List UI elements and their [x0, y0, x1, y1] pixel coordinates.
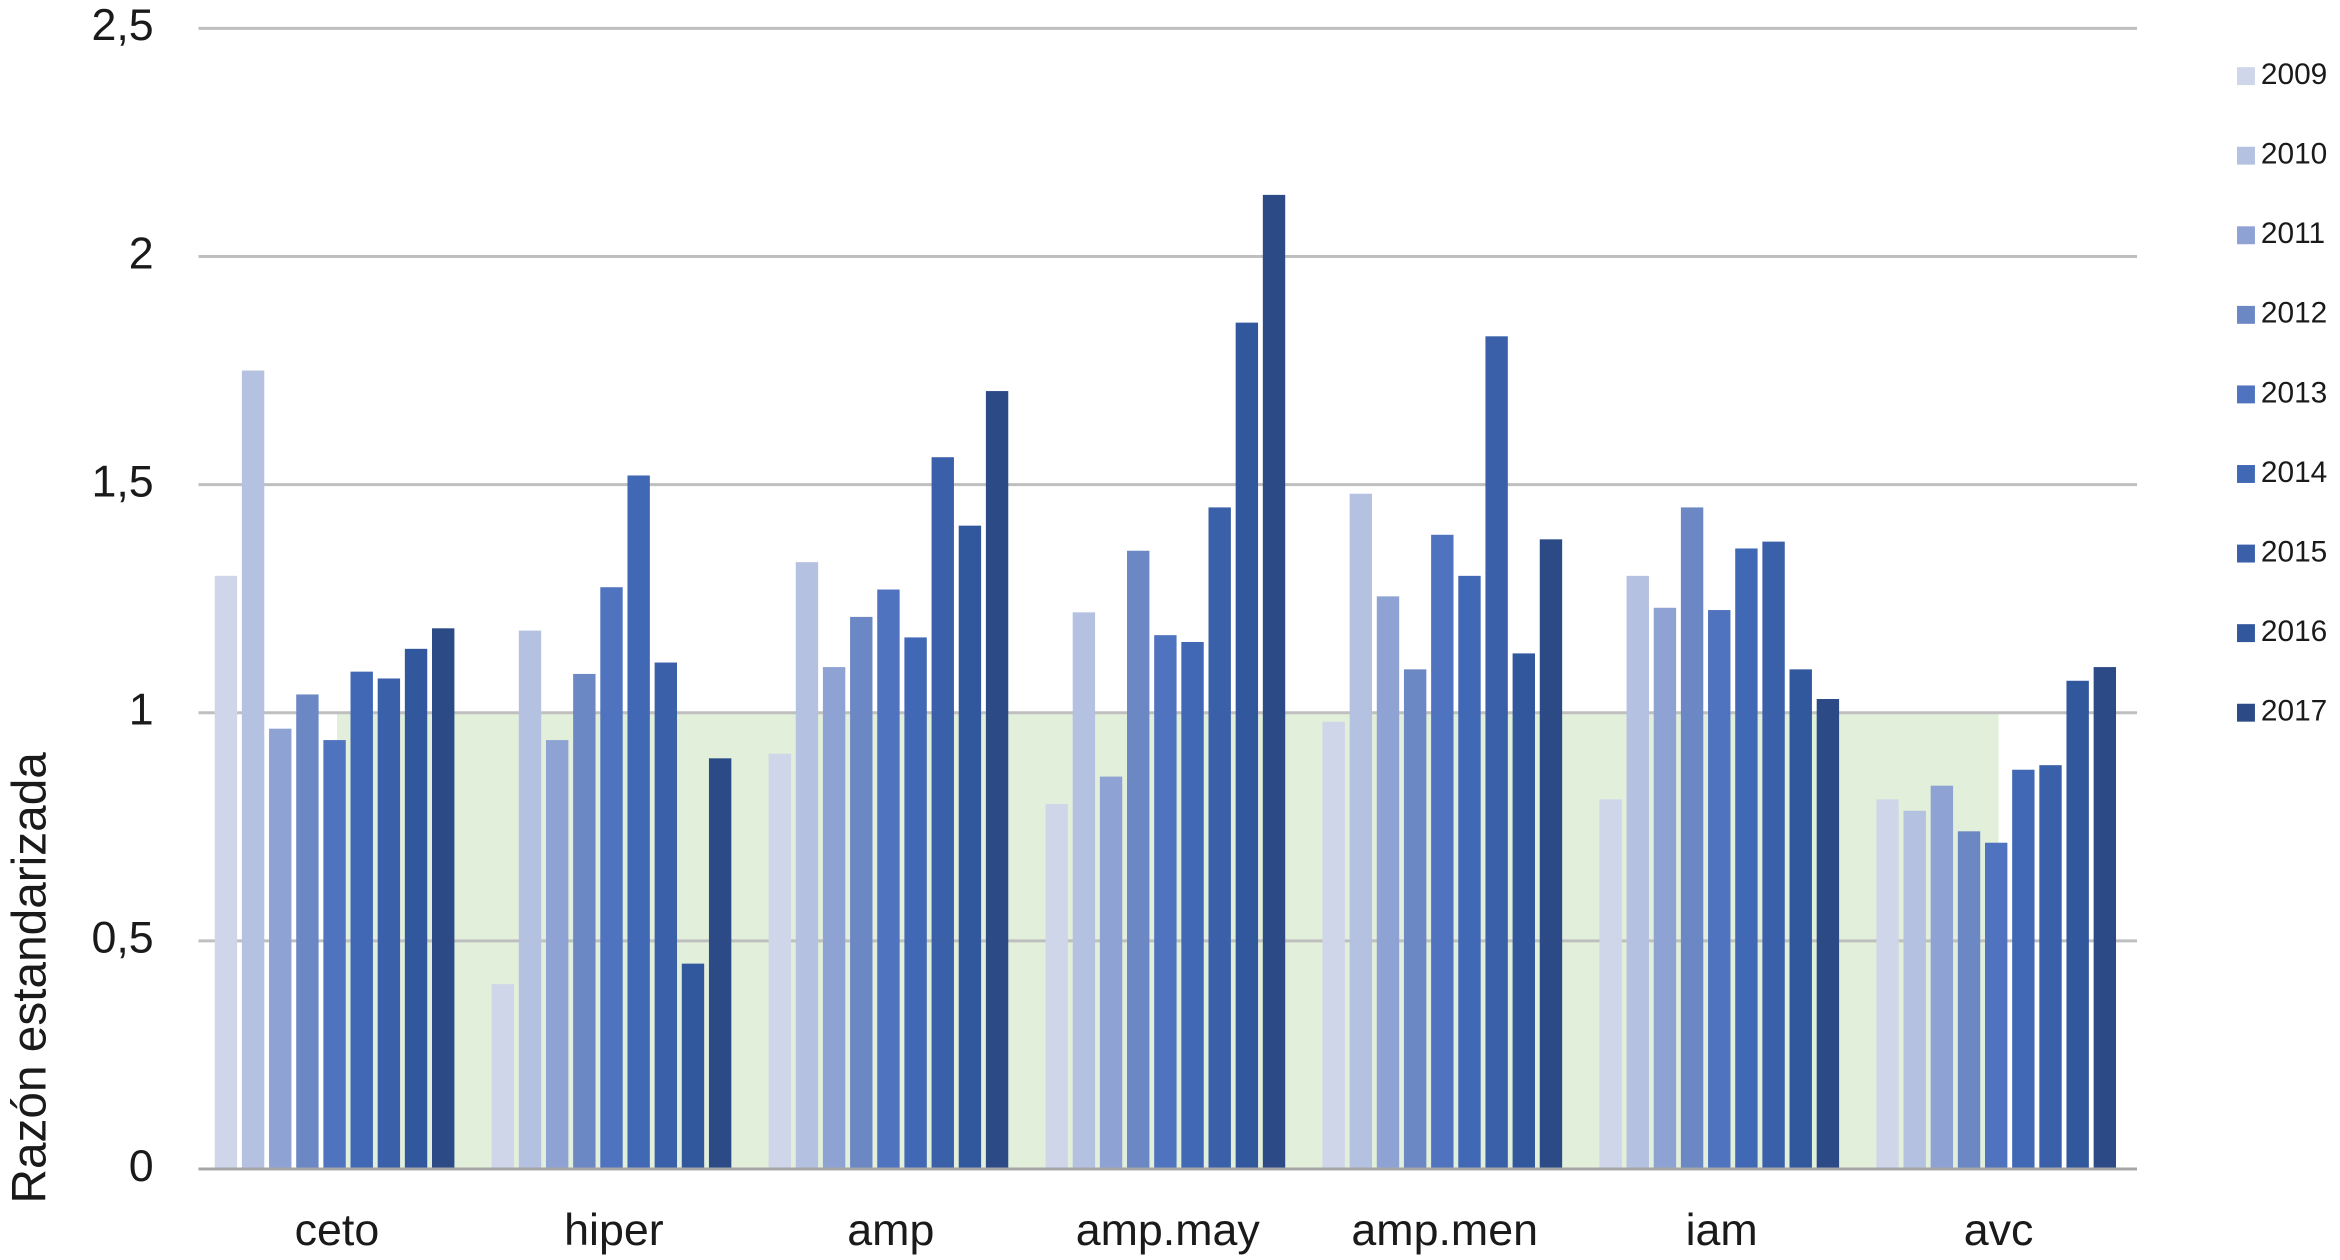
bar: [1599, 799, 1622, 1169]
bar: [877, 589, 900, 1169]
bar: [1930, 785, 1954, 1169]
bar: [958, 525, 982, 1169]
legend-swatch: [2237, 624, 2255, 643]
bar: [296, 694, 319, 1169]
bar: [600, 587, 623, 1169]
bar: [1485, 336, 1508, 1169]
bar: [1099, 776, 1123, 1169]
bar: [931, 457, 954, 1169]
legend-swatch: [2237, 146, 2255, 165]
bar: [1262, 194, 1286, 1169]
bar: [1208, 507, 1231, 1169]
bar: [1235, 322, 1259, 1169]
bar: [768, 753, 791, 1169]
bar: [1816, 699, 1840, 1169]
bar: [1072, 612, 1096, 1169]
bar: [904, 637, 927, 1169]
bar: [1903, 810, 1926, 1169]
bar: [1431, 534, 1454, 1169]
bar: [1458, 575, 1481, 1169]
legend-swatch: [2237, 67, 2255, 86]
bar: [1376, 596, 1400, 1169]
bar: [241, 370, 265, 1169]
bar: [432, 628, 455, 1169]
bar: [491, 984, 515, 1169]
legend-label: 2013: [2261, 376, 2327, 409]
bar: [1680, 507, 1704, 1169]
bar: [1789, 669, 1812, 1169]
bar: [795, 562, 819, 1169]
legend-swatch: [2237, 544, 2255, 563]
x-tick-label: amp: [847, 1205, 934, 1255]
y-tick-label: 0: [129, 1141, 154, 1191]
y-tick-label: 1,5: [91, 456, 153, 506]
bar: [985, 391, 1009, 1169]
y-tick-label: 2: [129, 228, 154, 278]
bar: [2066, 680, 2089, 1169]
x-tick-label: ceto: [295, 1205, 380, 1255]
bar: [269, 728, 292, 1169]
legend-swatch: [2237, 226, 2255, 245]
bar: [350, 671, 373, 1169]
y-axis-title: Razón estandarizada: [3, 752, 56, 1204]
bar: [1735, 548, 1758, 1169]
bar: [850, 616, 873, 1169]
x-tick-label: amp.men: [1351, 1205, 1538, 1255]
bar: [1154, 635, 1177, 1169]
bar: [1957, 831, 1981, 1169]
bar: [1984, 842, 2008, 1169]
bar: [1403, 669, 1427, 1169]
legend-swatch: [2237, 703, 2255, 722]
legend-label: 2017: [2261, 695, 2327, 728]
bar: [545, 740, 569, 1169]
bar: [1322, 721, 1345, 1169]
bar: [214, 575, 238, 1169]
legend-label: 2015: [2261, 535, 2327, 568]
bar: [1127, 550, 1150, 1169]
bar: [323, 740, 346, 1169]
bar: [1708, 610, 1731, 1169]
bar: [654, 662, 678, 1169]
bar: [1653, 607, 1677, 1169]
bar: [518, 630, 542, 1169]
x-tick-label: amp.may: [1076, 1205, 1261, 1255]
bar: [627, 475, 650, 1169]
legend-label: 2011: [2261, 217, 2325, 250]
bar: [1045, 803, 1068, 1169]
bar: [708, 758, 732, 1169]
legend-label: 2016: [2261, 615, 2327, 648]
bar: [1876, 799, 1899, 1169]
bar: [2093, 667, 2117, 1169]
bar: [1539, 539, 1563, 1169]
bar: [822, 667, 846, 1169]
bar: [377, 678, 401, 1169]
bar: [573, 673, 596, 1169]
y-tick-label: 2,5: [91, 0, 153, 50]
legend-swatch: [2237, 305, 2255, 324]
bar: [1349, 493, 1373, 1169]
x-tick-label: avc: [1964, 1205, 2034, 1255]
y-tick-label: 1: [129, 685, 154, 735]
legend-label: 2012: [2261, 297, 2327, 330]
legend-label: 2014: [2261, 456, 2327, 489]
y-tick-label: 0,5: [91, 913, 153, 963]
bar: [2039, 765, 2062, 1169]
legend-swatch: [2237, 385, 2255, 404]
bar: [2012, 769, 2035, 1169]
bar: [1762, 541, 1785, 1169]
legend-label: 2009: [2261, 58, 2327, 91]
legend-swatch: [2237, 465, 2255, 483]
bar: [681, 963, 705, 1169]
bar: [404, 648, 428, 1169]
x-tick-label: hiper: [564, 1205, 664, 1255]
bar: [1512, 653, 1535, 1169]
bar: [1626, 575, 1649, 1169]
bar: [1181, 641, 1204, 1169]
x-tick-label: iam: [1686, 1205, 1758, 1255]
legend-label: 2010: [2261, 138, 2327, 171]
